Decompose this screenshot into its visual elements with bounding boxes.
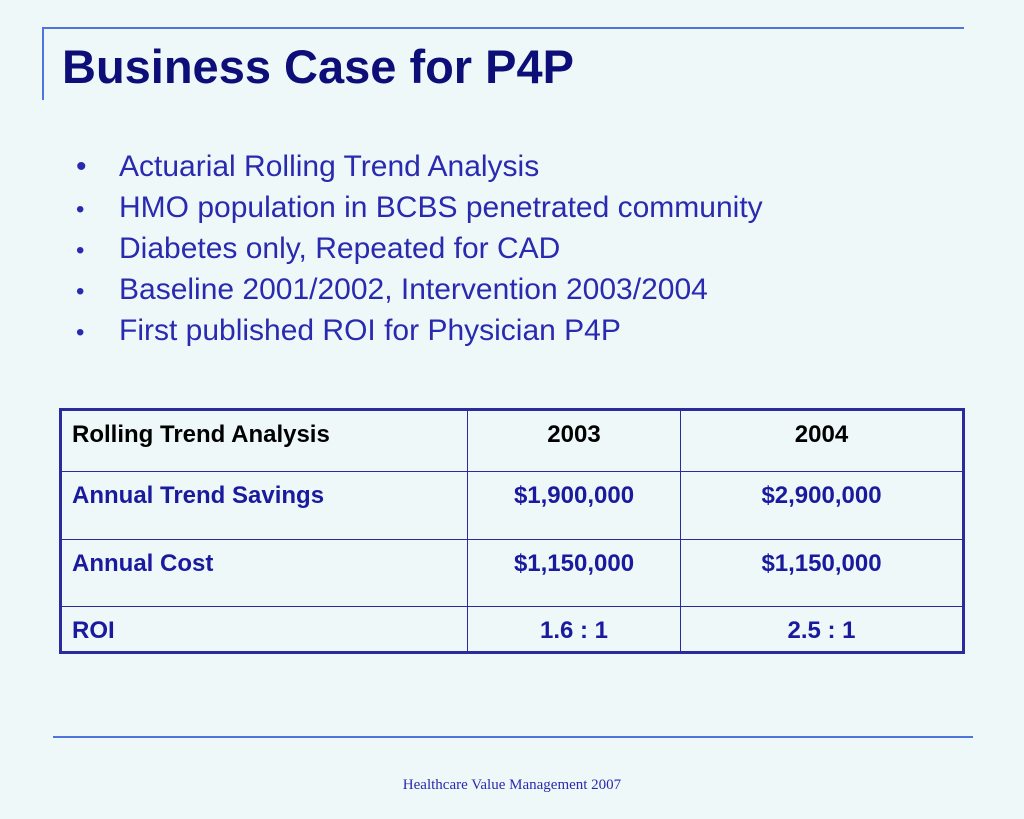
- bullet-item: • HMO population in BCBS penetrated comm…: [76, 191, 763, 232]
- bullet-dot-icon: •: [76, 237, 85, 264]
- bullet-text: Baseline 2001/2002, Intervention 2003/20…: [119, 273, 708, 306]
- table-cell: 1.6 : 1: [467, 606, 681, 653]
- bullet-dot-icon: •: [76, 196, 85, 223]
- title-rule-left: [42, 27, 44, 100]
- bullet-item: • Baseline 2001/2002, Intervention 2003/…: [76, 273, 763, 314]
- table-header-cell: 2004: [680, 409, 964, 472]
- table-row: Annual Cost $1,150,000 $1,150,000: [60, 539, 964, 607]
- title-rule-top: [43, 27, 964, 29]
- table-cell: $1,150,000: [680, 539, 964, 607]
- table-header-cell: 2003: [467, 409, 681, 472]
- table-header-row: Rolling Trend Analysis 2003 2004: [60, 409, 964, 472]
- bullet-item: • First published ROI for Physician P4P: [76, 314, 763, 355]
- slide-title: Business Case for P4P: [62, 40, 574, 93]
- bullet-list: • Actuarial Rolling Trend Analysis • HMO…: [76, 150, 763, 355]
- bullet-item: • Diabetes only, Repeated for CAD: [76, 232, 763, 273]
- table-row: Annual Trend Savings $1,900,000 $2,900,0…: [60, 471, 964, 540]
- table-row-label: Annual Cost: [60, 539, 468, 607]
- slide-footer: Healthcare Value Management 2007: [402, 777, 622, 793]
- bullet-text: First published ROI for Physician P4P: [119, 314, 621, 347]
- bullet-text: Diabetes only, Repeated for CAD: [119, 232, 561, 265]
- bullet-dot-icon: •: [76, 150, 87, 183]
- table-cell: 2.5 : 1: [680, 606, 964, 653]
- bullet-dot-icon: •: [76, 319, 85, 346]
- table-cell: $2,900,000: [680, 471, 964, 540]
- roi-table: Rolling Trend Analysis 2003 2004 Annual …: [59, 408, 965, 654]
- bullet-text: HMO population in BCBS penetrated commun…: [119, 191, 763, 224]
- table-row-label: ROI: [60, 606, 468, 653]
- bullet-item: • Actuarial Rolling Trend Analysis: [76, 150, 763, 191]
- footer-rule: [53, 736, 973, 738]
- bullet-text: Actuarial Rolling Trend Analysis: [119, 150, 540, 183]
- table-cell: $1,150,000: [467, 539, 681, 607]
- table-cell: $1,900,000: [467, 471, 681, 540]
- table-row-label: Annual Trend Savings: [60, 471, 468, 540]
- table-header-cell: Rolling Trend Analysis: [60, 409, 468, 472]
- bullet-dot-icon: •: [76, 278, 85, 305]
- table-row: ROI 1.6 : 1 2.5 : 1: [60, 606, 964, 653]
